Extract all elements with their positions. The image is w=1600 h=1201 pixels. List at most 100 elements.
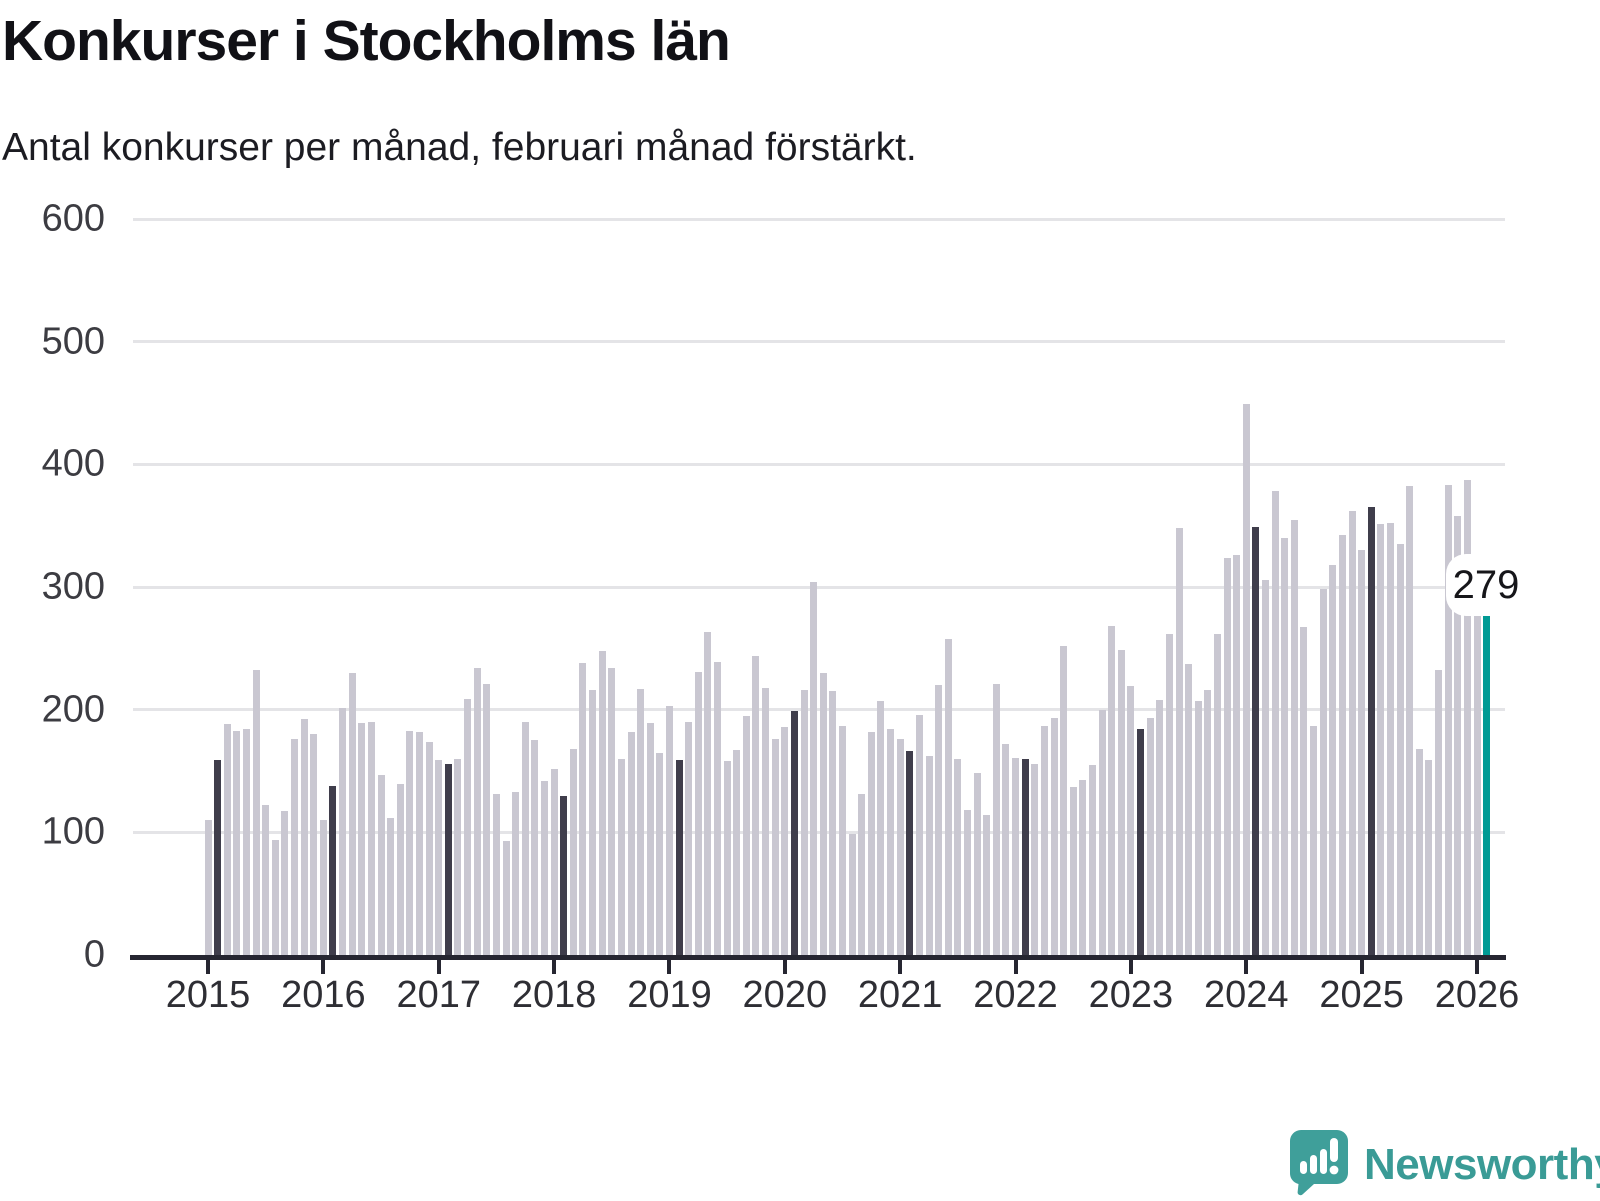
bar-2016-12 <box>425 741 433 955</box>
bar-2019-12 <box>771 739 779 955</box>
bar-2016-10 <box>406 730 414 955</box>
bar-2016-01 <box>319 820 327 955</box>
bar-2018-12 <box>656 752 664 955</box>
bar-2017-05 <box>473 667 481 955</box>
bar-2024-01 <box>1242 404 1250 955</box>
bar-2020-05 <box>819 672 827 955</box>
x-tick-2024 <box>1244 955 1249 974</box>
bar-2015-01 <box>204 820 212 955</box>
bar-2019-03 <box>685 721 693 955</box>
bar-2020-08 <box>848 833 856 955</box>
bar-2017-09 <box>512 791 520 955</box>
bar-2016-06 <box>367 721 375 955</box>
bar-2017-01 <box>435 759 443 955</box>
bar-2019-06 <box>714 661 722 955</box>
bar-2024-04 <box>1271 491 1279 955</box>
bar-2023-06 <box>1175 528 1183 955</box>
gridline-300 <box>133 585 1505 589</box>
bar-2021-10 <box>983 815 991 955</box>
bar-2021-01 <box>896 739 904 955</box>
bar-2021-09 <box>973 773 981 955</box>
bar-2019-11 <box>762 687 770 955</box>
bar-2025-07 <box>1415 748 1423 955</box>
bar-2016-02 <box>329 785 337 955</box>
bar-2025-12 <box>1463 480 1471 955</box>
bar-2021-05 <box>935 685 943 955</box>
bar-2021-07 <box>954 758 962 955</box>
bar-2017-02 <box>444 763 452 955</box>
bar-2023-08 <box>1194 701 1202 955</box>
x-tick-2018 <box>552 955 557 974</box>
bar-2020-10 <box>867 731 875 955</box>
bar-2017-10 <box>521 721 529 955</box>
page-title: Konkurser i Stockholms län <box>2 9 731 73</box>
bar-2025-11 <box>1454 515 1462 955</box>
x-tick-2022 <box>1013 955 1018 974</box>
y-axis-label-100: 100 <box>41 810 105 853</box>
x-tick-2017 <box>436 955 441 974</box>
bar-2023-02 <box>1137 729 1145 955</box>
bar-2019-08 <box>733 750 741 955</box>
bar-2017-11 <box>531 740 539 955</box>
bar-2017-04 <box>464 698 472 955</box>
bar-2018-03 <box>569 748 577 955</box>
bar-2025-04 <box>1387 523 1395 955</box>
bar-2025-06 <box>1406 486 1414 955</box>
x-axis-label-2016: 2016 <box>281 974 366 1016</box>
bar-2015-09 <box>281 811 289 955</box>
bar-2021-03 <box>915 714 923 955</box>
bar-2017-06 <box>483 683 491 955</box>
x-axis-line <box>130 955 1506 960</box>
bar-2018-08 <box>617 758 625 955</box>
bar-2024-11 <box>1338 535 1346 955</box>
bar-2020-04 <box>810 582 818 955</box>
bar-2020-11 <box>877 701 885 955</box>
bar-2026-02 <box>1483 612 1491 955</box>
bar-2024-12 <box>1348 510 1356 955</box>
bar-2024-10 <box>1329 564 1337 955</box>
x-tick-2021 <box>898 955 903 974</box>
bar-2022-12 <box>1117 649 1125 955</box>
bar-2018-11 <box>646 723 654 955</box>
bar-2023-11 <box>1223 557 1231 955</box>
bar-2024-08 <box>1310 725 1318 955</box>
bar-2022-01 <box>1012 757 1020 955</box>
bar-2022-10 <box>1098 709 1106 955</box>
bar-2020-07 <box>839 725 847 955</box>
bar-2015-05 <box>242 729 250 955</box>
bar-2020-01 <box>781 726 789 955</box>
bar-2017-12 <box>540 780 548 955</box>
y-axis-label-200: 200 <box>41 688 105 731</box>
bar-2021-08 <box>964 810 971 955</box>
gridline-400 <box>133 462 1505 466</box>
bar-2015-06 <box>252 670 260 955</box>
bar-2017-08 <box>502 840 510 955</box>
bar-2019-01 <box>665 705 673 955</box>
bar-2021-11 <box>992 683 1000 955</box>
bar-2023-10 <box>1213 633 1221 955</box>
newsworthy-chart-bubble-icon <box>1288 1128 1350 1201</box>
bar-2025-02 <box>1367 507 1375 955</box>
bar-2023-05 <box>1165 633 1173 955</box>
bar-2017-03 <box>454 758 462 955</box>
bar-2023-01 <box>1127 686 1135 955</box>
bar-2021-02 <box>906 751 914 955</box>
gridline-100 <box>133 830 1505 834</box>
bar-2018-01 <box>550 768 558 955</box>
bar-2020-06 <box>829 691 837 955</box>
bar-2015-02 <box>214 759 222 955</box>
bar-2019-07 <box>723 761 731 955</box>
bar-2019-02 <box>675 759 683 955</box>
bar-2015-11 <box>300 719 308 955</box>
bar-2017-07 <box>492 794 500 955</box>
newsworthy-logo[interactable]: Newsworthy <box>1288 1128 1600 1201</box>
x-axis-label-2026: 2026 <box>1434 974 1520 1016</box>
bar-2016-07 <box>377 774 385 955</box>
bar-2019-04 <box>694 671 702 955</box>
bar-2022-02 <box>1021 758 1029 955</box>
bar-2022-08 <box>1079 779 1087 955</box>
x-axis-label-2021: 2021 <box>857 974 943 1016</box>
bar-2018-10 <box>637 688 645 955</box>
y-axis-label-300: 300 <box>41 565 105 608</box>
